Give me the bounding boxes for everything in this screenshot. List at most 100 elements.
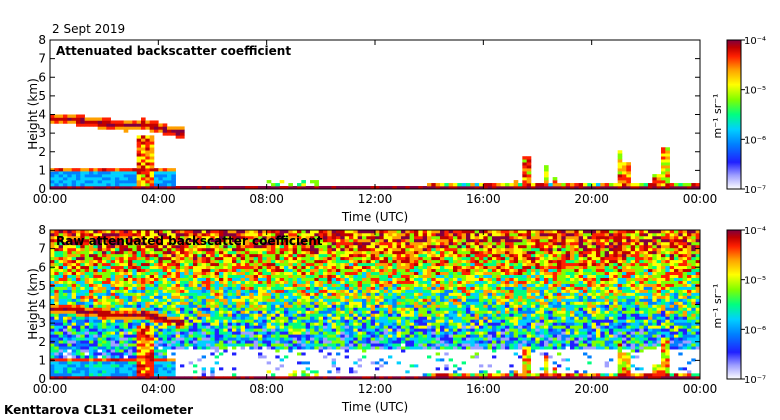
heatmap-cell: [617, 165, 623, 169]
heatmap-cell: [288, 352, 293, 356]
heatmap-cell: [145, 331, 150, 335]
heatmap-cell: [154, 307, 159, 311]
heatmap-cell: [271, 331, 276, 335]
heatmap-cell: [318, 307, 324, 311]
heatmap-cell: [292, 367, 298, 371]
heatmap-cell: [236, 280, 241, 284]
heatmap-cell: [206, 367, 211, 371]
heatmap-cell: [171, 171, 176, 175]
heatmap-cell: [409, 310, 415, 314]
heatmap-cell: [154, 337, 159, 341]
heatmap-cell: [336, 283, 341, 287]
heatmap-cell: [115, 301, 120, 305]
heatmap-cell: [626, 168, 631, 172]
heatmap-cell: [223, 364, 228, 368]
heatmap-cell: [119, 349, 124, 353]
heatmap-cell: [188, 340, 194, 344]
heatmap-cell: [310, 304, 315, 308]
heatmap-cell: [236, 343, 241, 347]
heatmap-cell: [275, 238, 280, 243]
heatmap-cell: [292, 361, 298, 365]
heatmap-cell: [80, 337, 85, 341]
heatmap-cell: [284, 259, 289, 264]
heatmap-cell: [375, 304, 380, 308]
heatmap-cell: [89, 174, 94, 178]
heatmap-cell: [141, 346, 146, 350]
heatmap-cell: [227, 292, 233, 296]
heatmap-cell: [180, 250, 185, 255]
heatmap-cell: [67, 274, 72, 278]
heatmap-cell: [219, 334, 224, 338]
heatmap-cell: [344, 230, 350, 234]
heatmap-cell: [344, 352, 350, 356]
heatmap-cell: [357, 370, 363, 374]
heatmap-cell: [323, 298, 328, 302]
heatmap-cell: [253, 319, 259, 323]
heatmap-cell: [253, 232, 259, 237]
heatmap-cell: [323, 355, 328, 359]
heatmap-cell: [193, 337, 198, 341]
heatmap-cell: [180, 331, 185, 335]
heatmap-cell: [297, 238, 302, 243]
heatmap-cell: [427, 183, 432, 187]
heatmap-cell: [136, 364, 142, 368]
heatmap-cell: [119, 301, 124, 305]
heatmap-cell: [67, 349, 72, 353]
heatmap-cell: [349, 301, 354, 305]
heatmap-cell: [154, 349, 159, 353]
heatmap-cell: [115, 349, 120, 353]
heatmap-cell: [236, 277, 241, 281]
heatmap-cell: [219, 256, 224, 261]
heatmap-cell: [288, 376, 293, 380]
heatmap-cell: [76, 232, 81, 237]
heatmap-cell: [210, 349, 215, 353]
heatmap-cell: [301, 295, 306, 299]
heatmap-cell: [305, 232, 311, 237]
heatmap-cell: [223, 295, 228, 299]
heatmap-cell: [158, 244, 163, 249]
heatmap-cell: [110, 171, 116, 175]
heatmap-cell: [106, 319, 111, 323]
heatmap-cell: [128, 310, 133, 314]
heatmap-cell: [102, 183, 107, 187]
heatmap-cell: [119, 168, 124, 172]
heatmap-cell: [327, 313, 332, 317]
heatmap-cell: [240, 241, 246, 246]
heatmap-cell: [388, 232, 393, 237]
heatmap-cell: [362, 349, 367, 353]
heatmap-cell: [106, 174, 111, 178]
heatmap-cell: [58, 304, 64, 308]
heatmap-cell: [167, 238, 172, 243]
heatmap-cell: [210, 286, 215, 290]
heatmap-cell: [158, 325, 163, 329]
heatmap-cell: [188, 310, 194, 314]
heatmap-cell: [141, 325, 146, 329]
heatmap-cell: [158, 168, 163, 172]
heatmap-cell: [167, 177, 172, 181]
heatmap-cell: [340, 370, 345, 374]
heatmap-cell: [366, 247, 371, 252]
heatmap-cell: [145, 265, 150, 270]
heatmap-cell: [340, 316, 345, 320]
heatmap-cell: [340, 310, 345, 314]
heatmap-cell: [522, 159, 527, 163]
heatmap-cell: [284, 230, 289, 234]
heatmap-cell: [331, 241, 337, 246]
heatmap-cell: [58, 171, 64, 175]
heatmap-cell: [232, 298, 237, 302]
heatmap-cell: [128, 232, 133, 237]
heatmap-cell: [305, 271, 311, 275]
heatmap-cell: [396, 355, 402, 359]
heatmap-cell: [275, 376, 280, 380]
heatmap-cell: [414, 358, 419, 362]
heatmap-cell: [97, 180, 103, 184]
heatmap-cell: [344, 256, 350, 261]
heatmap-cell: [93, 171, 98, 175]
heatmap-cell: [63, 358, 68, 362]
heatmap-cell: [414, 230, 419, 234]
heatmap-cell: [396, 289, 402, 293]
heatmap-cell: [63, 283, 68, 287]
heatmap-cell: [193, 280, 198, 284]
heatmap-cell: [340, 367, 345, 371]
heatmap-cell: [149, 313, 155, 317]
